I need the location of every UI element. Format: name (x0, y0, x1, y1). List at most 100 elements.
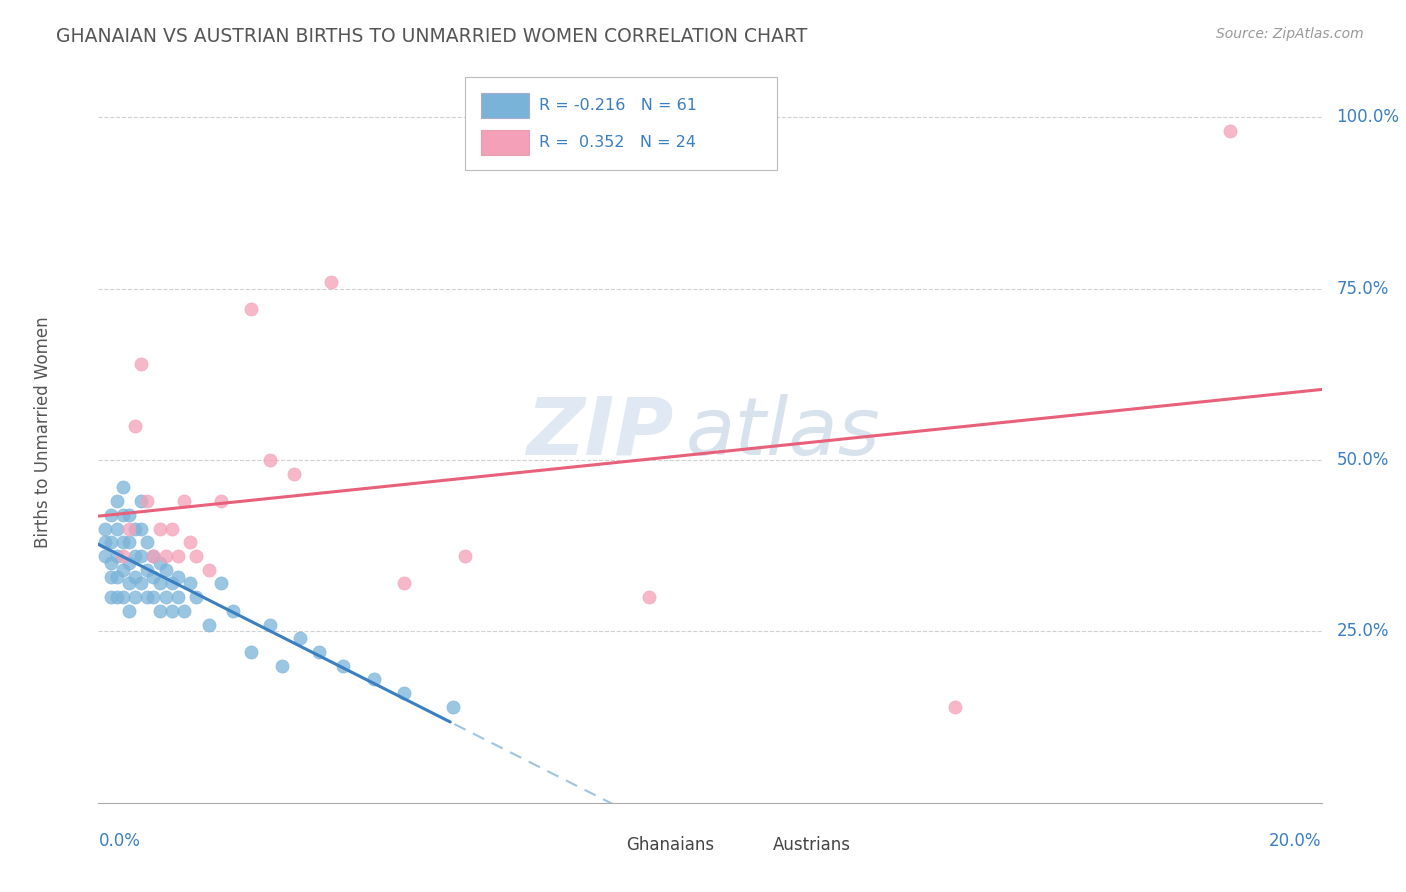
Point (155, 563, 177, 577)
Point (129, 494, 152, 508)
Text: 50.0%: 50.0% (1336, 451, 1389, 469)
Point (118, 522, 141, 536)
Text: atlas: atlas (686, 393, 880, 472)
Text: Ghanaians: Ghanaians (626, 836, 714, 854)
Point (259, 617, 281, 632)
Point (124, 549, 146, 563)
Text: 25.0%: 25.0% (1336, 623, 1389, 640)
FancyBboxPatch shape (724, 834, 766, 857)
Point (363, 673, 385, 687)
Point (637, 590, 661, 604)
Point (149, 604, 172, 618)
Point (105, 549, 128, 563)
FancyBboxPatch shape (578, 834, 620, 857)
Point (105, 494, 128, 508)
Point (240, 302, 263, 317)
Point (155, 549, 177, 563)
Point (259, 453, 281, 467)
Point (240, 645, 263, 659)
Point (392, 576, 416, 591)
Point (111, 590, 134, 604)
Point (142, 590, 165, 604)
Text: 20.0%: 20.0% (1270, 832, 1322, 850)
Point (290, 632, 312, 646)
Point (111, 563, 134, 577)
Text: R = -0.216   N = 61: R = -0.216 N = 61 (538, 98, 697, 113)
Point (167, 569, 190, 583)
Point (167, 590, 190, 604)
Point (332, 658, 354, 673)
Point (149, 576, 172, 591)
Point (129, 522, 152, 536)
Point (136, 563, 159, 577)
Point (392, 686, 416, 700)
Point (111, 480, 134, 494)
Point (136, 494, 159, 508)
Text: ZIP: ZIP (526, 393, 673, 472)
Point (118, 508, 141, 522)
Point (149, 556, 172, 570)
Point (1219, 124, 1241, 138)
Point (441, 699, 464, 714)
Point (197, 617, 219, 632)
Point (118, 576, 141, 591)
Point (142, 549, 165, 563)
Point (136, 590, 159, 604)
Text: Austrians: Austrians (772, 836, 851, 854)
Text: Births to Unmarried Women: Births to Unmarried Women (34, 317, 52, 549)
Point (149, 522, 172, 536)
Point (111, 508, 134, 522)
Point (124, 522, 146, 536)
Point (186, 549, 208, 563)
Point (179, 576, 201, 591)
Point (129, 576, 152, 591)
Point (943, 699, 966, 714)
Point (222, 604, 245, 618)
Point (100, 535, 122, 549)
FancyBboxPatch shape (465, 78, 778, 169)
Point (209, 576, 232, 591)
Point (105, 590, 128, 604)
Point (283, 467, 305, 481)
Point (186, 590, 208, 604)
Point (118, 604, 141, 618)
Point (124, 590, 146, 604)
Text: 0.0%: 0.0% (98, 832, 141, 850)
Point (100, 556, 122, 570)
Point (100, 569, 122, 583)
Point (136, 535, 159, 549)
Point (93, 535, 115, 549)
Point (308, 645, 330, 659)
Point (100, 508, 122, 522)
Point (160, 522, 183, 536)
Point (118, 556, 141, 570)
Point (124, 569, 146, 583)
Point (160, 604, 183, 618)
Point (105, 569, 128, 583)
Point (111, 535, 134, 549)
Text: 100.0%: 100.0% (1336, 108, 1399, 127)
Point (129, 357, 152, 371)
Point (105, 522, 128, 536)
Point (197, 563, 219, 577)
Point (454, 549, 477, 563)
Point (173, 604, 195, 618)
Point (93, 549, 115, 563)
Point (209, 494, 232, 508)
Point (129, 549, 152, 563)
Point (160, 576, 183, 591)
Text: 75.0%: 75.0% (1336, 280, 1389, 298)
Point (142, 549, 165, 563)
Point (118, 535, 141, 549)
Point (111, 549, 134, 563)
Point (173, 494, 195, 508)
Point (124, 418, 146, 433)
Text: R =  0.352   N = 24: R = 0.352 N = 24 (538, 135, 696, 150)
Point (319, 275, 342, 289)
FancyBboxPatch shape (481, 130, 529, 155)
FancyBboxPatch shape (481, 93, 529, 118)
Text: GHANAIAN VS AUSTRIAN BIRTHS TO UNMARRIED WOMEN CORRELATION CHART: GHANAIAN VS AUSTRIAN BIRTHS TO UNMARRIED… (56, 27, 807, 45)
Point (167, 549, 190, 563)
Point (93, 522, 115, 536)
Text: Source: ZipAtlas.com: Source: ZipAtlas.com (1216, 27, 1364, 41)
